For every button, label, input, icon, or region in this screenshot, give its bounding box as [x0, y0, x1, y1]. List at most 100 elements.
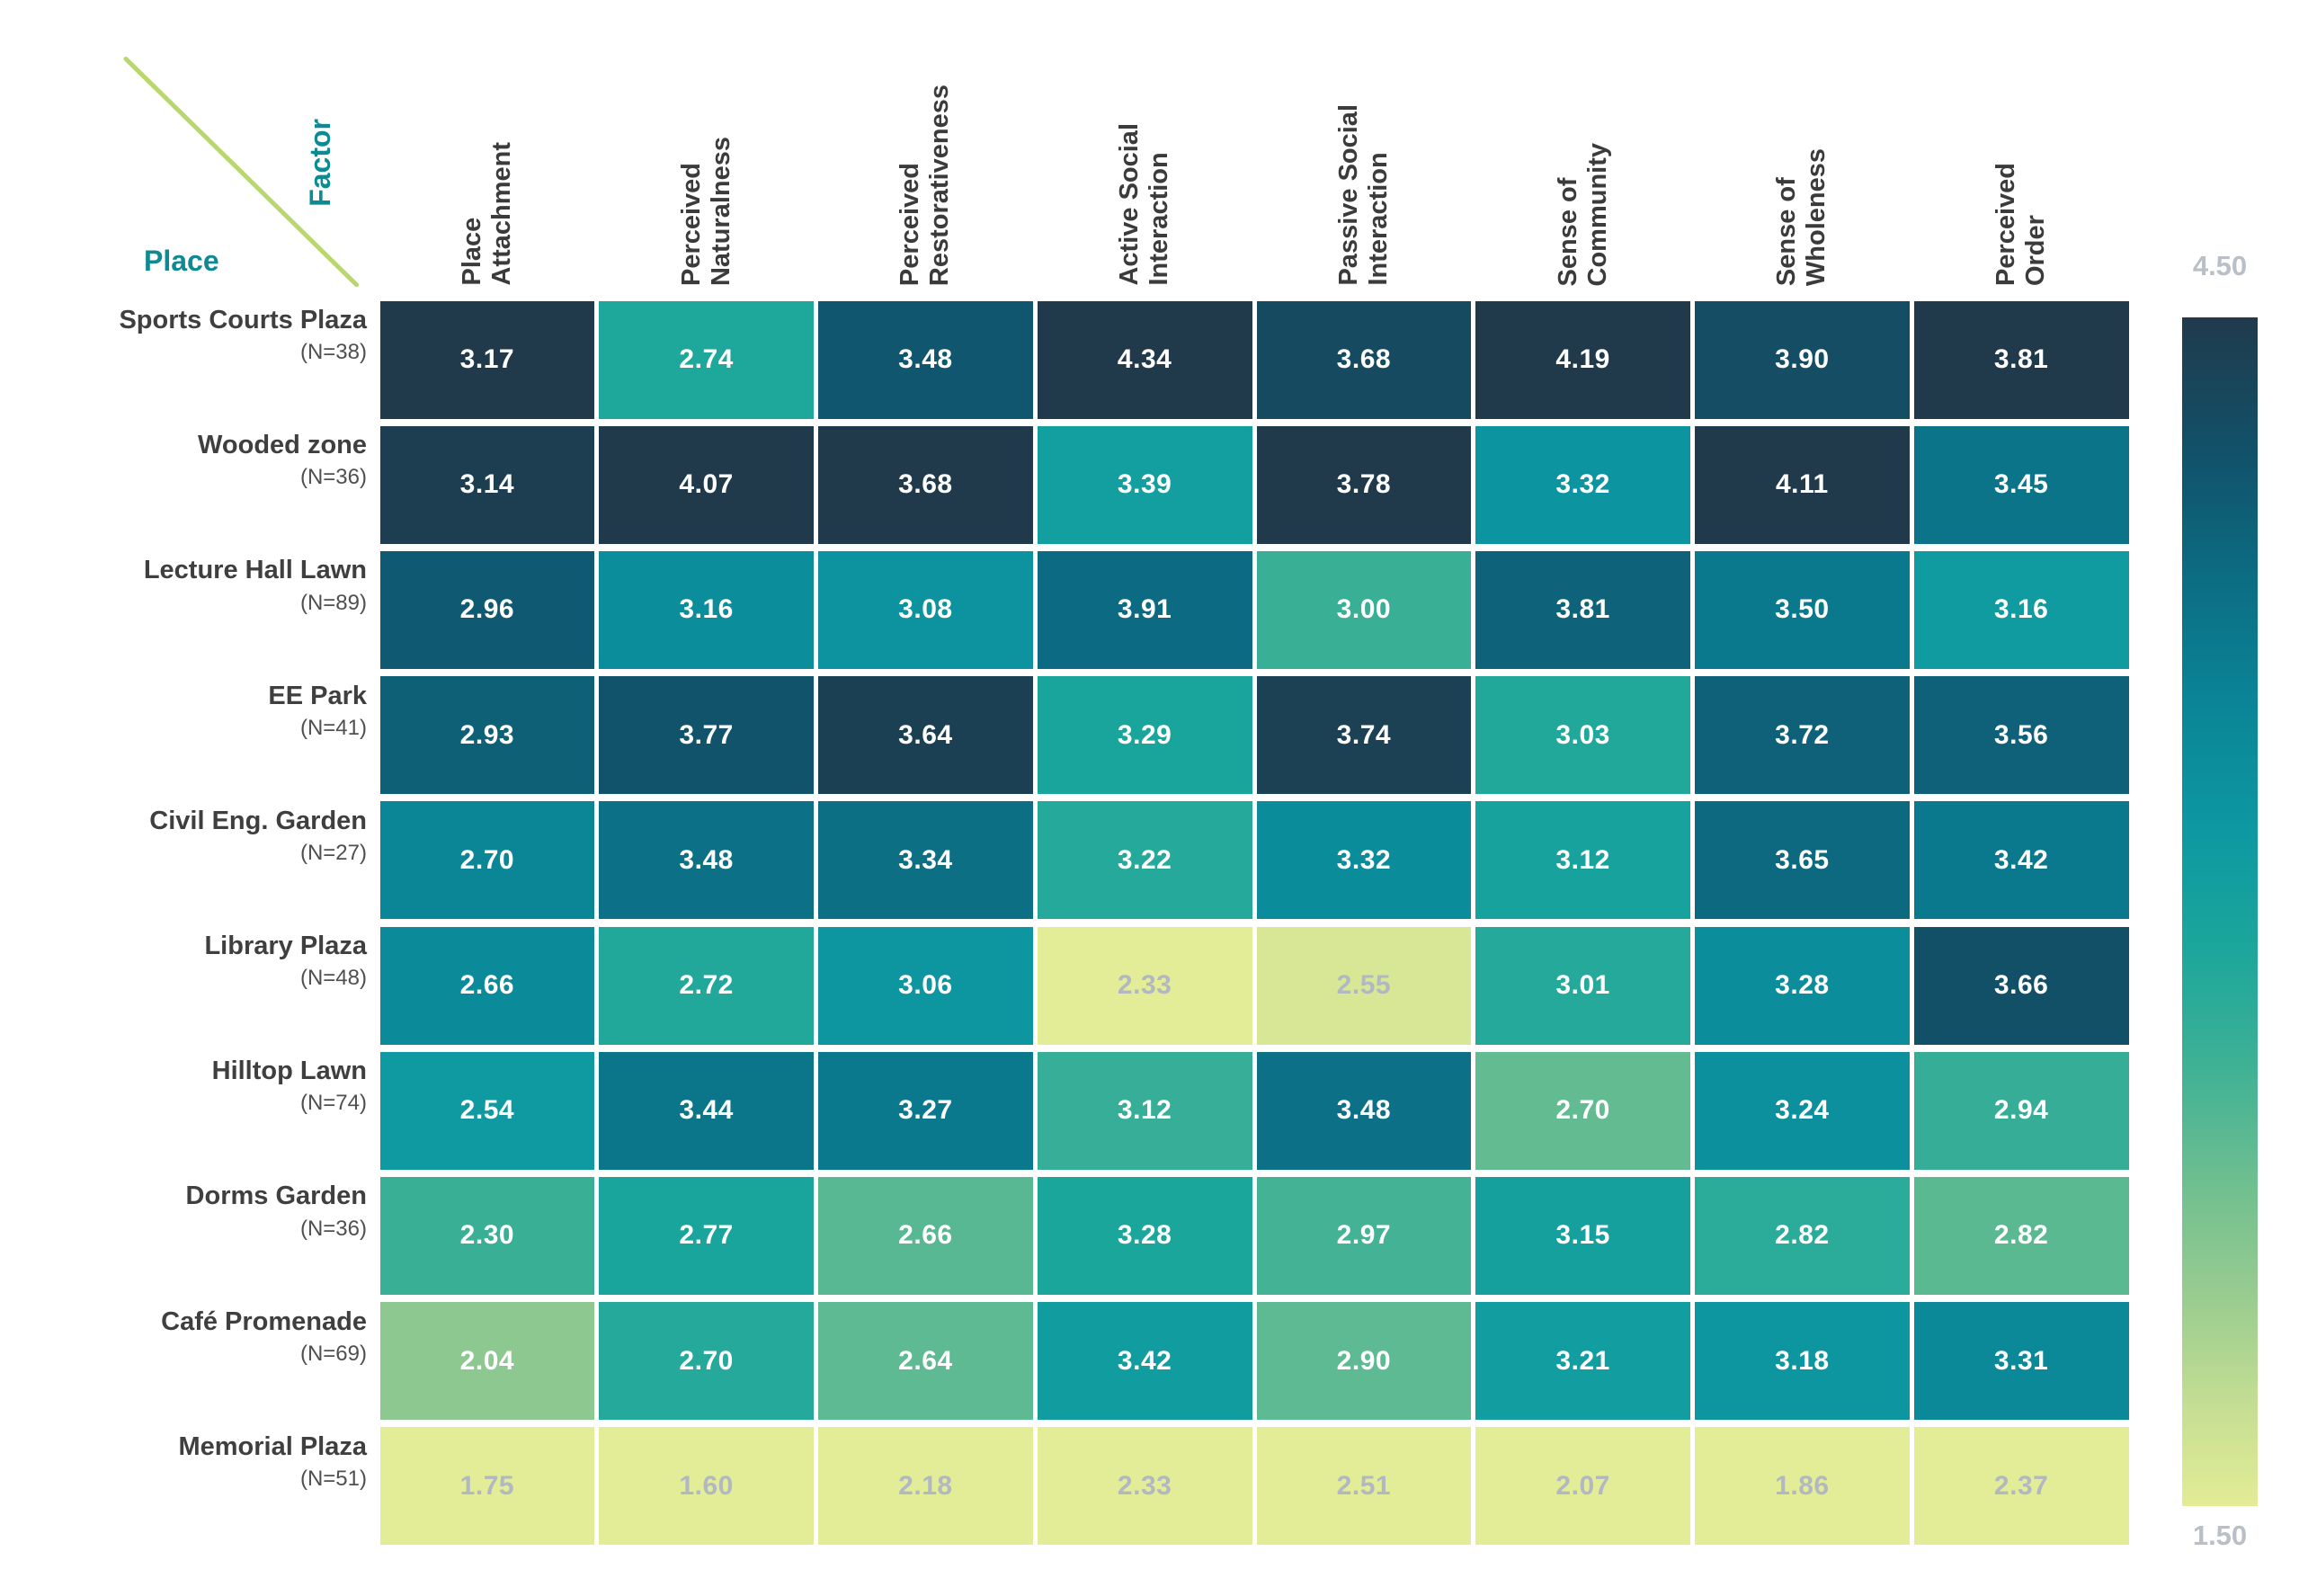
heatmap-cell: 2.82 [1913, 1176, 2129, 1296]
row-label: Lecture Hall Lawn (N=89) [0, 548, 367, 679]
heatmap-cell: 2.33 [1037, 1427, 1252, 1546]
heatmap-cell: 2.33 [1037, 926, 1252, 1045]
heatmap-cell: 3.48 [599, 801, 814, 920]
heatmap-cell: 2.18 [818, 1427, 1033, 1546]
colorbar-gradient [2182, 317, 2258, 1506]
column-header: Place Attachment [378, 0, 597, 286]
heatmap-cell: 2.94 [1913, 1051, 2129, 1170]
heatmap-cell: 3.28 [1037, 1176, 1252, 1296]
row-label: Dorms Garden (N=36) [0, 1173, 367, 1305]
heatmap-cell: 2.55 [1256, 926, 1472, 1045]
row-label: Café Promenade (N=69) [0, 1299, 367, 1431]
place-name: Sports Courts Plaza [119, 306, 367, 334]
heatmap-cell: 2.97 [1256, 1176, 1472, 1296]
heatmap-cell: 3.44 [599, 1051, 814, 1170]
heatmap-cell: 2.72 [599, 926, 814, 1045]
row-label: Library Plaza (N=48) [0, 923, 367, 1055]
colorbar-min-label: 1.50 [2192, 1520, 2248, 1551]
heatmap-cell: 3.68 [818, 425, 1033, 544]
place-name: Dorms Garden [185, 1181, 367, 1211]
heatmap-cell: 2.66 [818, 1176, 1033, 1296]
column-header: Active Social Interaction [1035, 0, 1254, 286]
column-header-label: Perceived Order [1992, 162, 2051, 286]
heatmap-cell: 3.39 [1037, 425, 1252, 544]
place-name: Library Plaza [204, 932, 367, 960]
heatmap-cell: 3.22 [1037, 801, 1252, 920]
heatmap-cell: 3.16 [599, 550, 814, 670]
heatmap-cell: 4.34 [1037, 300, 1252, 419]
sample-size: (N=89) [299, 590, 367, 615]
place-name: EE Park [268, 681, 367, 710]
place-name: Lecture Hall Lawn [143, 556, 367, 585]
sample-size: (N=27) [299, 841, 367, 866]
heatmap-cell: 2.04 [379, 1302, 595, 1421]
heatmap-cell: 1.86 [1695, 1427, 1910, 1546]
sample-size: (N=41) [299, 715, 367, 740]
heatmap-cell: 2.96 [379, 550, 595, 670]
row-label: Sports Courts Plaza (N=38) [0, 298, 367, 429]
heatmap-cell: 3.66 [1913, 926, 2129, 1045]
heatmap-cell: 3.24 [1695, 1051, 1910, 1170]
heatmap-cell: 3.06 [818, 926, 1033, 1045]
heatmap-cell: 1.60 [599, 1427, 814, 1546]
heatmap-cell: 3.78 [1256, 425, 1472, 544]
heatmap-cell: 3.00 [1256, 550, 1472, 670]
heatmap-cell: 3.50 [1695, 550, 1910, 670]
heatmap-cell: 2.66 [379, 926, 595, 1045]
column-header: Passive Social Interaction [1254, 0, 1474, 286]
heatmap-cell: 3.16 [1913, 550, 2129, 670]
heatmap-cell: 2.64 [818, 1302, 1033, 1421]
heatmap-cell: 3.08 [818, 550, 1033, 670]
heatmap-cell: 3.90 [1695, 300, 1910, 419]
heatmap-cell: 3.15 [1475, 1176, 1690, 1296]
column-header: Perceived Order [1911, 0, 2131, 286]
heatmap-cell: 2.37 [1913, 1427, 2129, 1546]
column-header-label: Perceived Naturalness [676, 136, 735, 286]
heatmap-cell: 3.68 [1256, 300, 1472, 419]
column-header: Perceived Naturalness [597, 0, 816, 286]
heatmap-cell: 2.54 [379, 1051, 595, 1170]
heatmap-cell: 2.70 [379, 801, 595, 920]
heatmap-cell: 3.56 [1913, 676, 2129, 795]
heatmap-cell: 3.17 [379, 300, 595, 419]
heatmap-cell: 2.82 [1695, 1176, 1910, 1296]
sample-size: (N=36) [299, 1216, 367, 1241]
row-label: Civil Eng. Garden (N=27) [0, 798, 367, 930]
heatmap-cell: 3.42 [1037, 1302, 1252, 1421]
heatmap-cell: 3.31 [1913, 1302, 2129, 1421]
heatmap-cell: 3.14 [379, 425, 595, 544]
heatmap-cell: 3.12 [1037, 1051, 1252, 1170]
heatmap-cell: 2.77 [599, 1176, 814, 1296]
heatmap-cell: 3.64 [818, 676, 1033, 795]
heatmap-cell: 2.70 [1475, 1051, 1690, 1170]
heatmap-cell: 3.91 [1037, 550, 1252, 670]
heatmap-cell: 3.01 [1475, 926, 1690, 1045]
column-header-label: Place Attachment [457, 142, 516, 286]
heatmap-cell: 4.07 [599, 425, 814, 544]
sample-size: (N=38) [299, 340, 367, 365]
place-name: Wooded zone [198, 431, 367, 460]
factor-axis-title: Factor [304, 119, 336, 207]
heatmap-cell: 2.07 [1475, 1427, 1690, 1546]
heatmap-cell: 4.11 [1695, 425, 1910, 544]
column-header-label: Sense of Wholeness [1772, 147, 1831, 286]
sample-size: (N=48) [299, 966, 367, 991]
heatmap-cell: 3.42 [1913, 801, 2129, 920]
place-name: Café Promenade [161, 1306, 367, 1336]
heatmap-cell: 3.03 [1475, 676, 1690, 795]
heatmap-cell: 3.28 [1695, 926, 1910, 1045]
column-header: Sense of Wholeness [1693, 0, 1912, 286]
row-label: EE Park (N=41) [0, 673, 367, 805]
heatmap-cell: 2.93 [379, 676, 595, 795]
heatmap-cell: 3.12 [1475, 801, 1690, 920]
heatmap-cell: 2.74 [599, 300, 814, 419]
place-name: Hilltop Lawn [211, 1057, 367, 1086]
heatmap-cell: 3.48 [818, 300, 1033, 419]
heatmap-cell: 3.18 [1695, 1302, 1910, 1421]
heatmap-cell: 2.51 [1256, 1427, 1472, 1546]
column-header-label: Sense of Community [1553, 142, 1612, 287]
heatmap-cell: 2.70 [599, 1302, 814, 1421]
heatmap-cell: 3.45 [1913, 425, 2129, 544]
place-name: Memorial Plaza [178, 1431, 367, 1461]
